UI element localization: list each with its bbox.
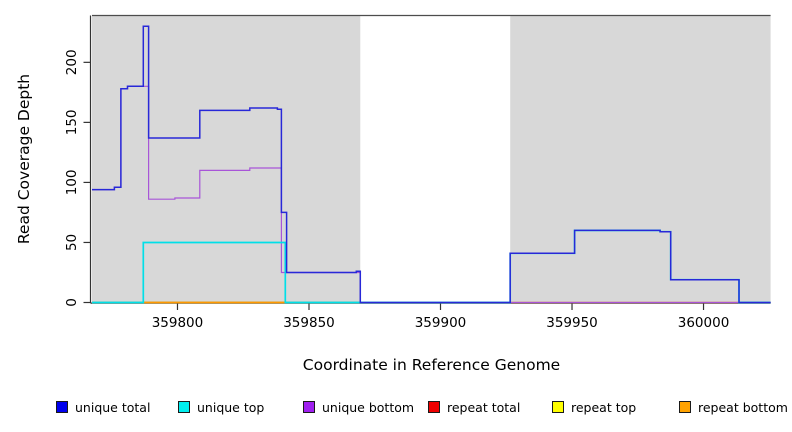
legend-item-repeat-total: repeat total bbox=[428, 398, 520, 416]
x-tick-label: 359900 bbox=[415, 315, 467, 331]
y-axis-title: Read Coverage Depth bbox=[15, 73, 33, 245]
legend-label-unique-total: unique total bbox=[75, 399, 151, 415]
legend-item-unique-top: unique top bbox=[178, 398, 264, 416]
legend-label-unique-bottom: unique bottom bbox=[322, 399, 415, 415]
y-tick-label: 0 bbox=[64, 298, 80, 307]
legend-item-unique-total: unique total bbox=[56, 398, 150, 416]
y-tick-label: 200 bbox=[64, 49, 80, 75]
y-tick-label: 50 bbox=[64, 234, 80, 251]
legend-label-repeat-bottom: repeat bottom bbox=[698, 399, 788, 415]
legend-label-repeat-top: repeat top bbox=[571, 399, 637, 415]
legend-label-repeat-total: repeat total bbox=[447, 399, 521, 415]
shaded-region bbox=[510, 16, 771, 303]
x-axis-title: Coordinate in Reference Genome bbox=[302, 356, 561, 374]
legend-item-repeat-top: repeat top bbox=[552, 398, 636, 416]
legend-swatch-unique-total bbox=[56, 401, 68, 413]
y-tick-label: 150 bbox=[64, 109, 80, 135]
legend-swatch-repeat-top bbox=[552, 401, 564, 413]
legend-swatch-repeat-bottom bbox=[679, 401, 691, 413]
legend-label-unique-top: unique top bbox=[197, 399, 265, 415]
legend-swatch-unique-top bbox=[178, 401, 190, 413]
legend-swatch-unique-bottom bbox=[303, 401, 315, 413]
x-tick-label: 359950 bbox=[546, 315, 598, 331]
y-tick-label: 100 bbox=[64, 170, 80, 196]
legend-swatch-repeat-total bbox=[428, 401, 440, 413]
legend-item-unique-bottom: unique bottom bbox=[303, 398, 414, 416]
shaded-region bbox=[92, 16, 361, 303]
x-tick-label: 359800 bbox=[152, 315, 204, 331]
x-tick-label: 359850 bbox=[283, 315, 335, 331]
legend-item-repeat-bottom: repeat bottom bbox=[679, 398, 788, 416]
series-unique-total bbox=[92, 25, 771, 304]
x-tick-label: 360000 bbox=[678, 315, 730, 331]
legend: unique total unique top unique bottom repea… bbox=[0, 398, 792, 420]
